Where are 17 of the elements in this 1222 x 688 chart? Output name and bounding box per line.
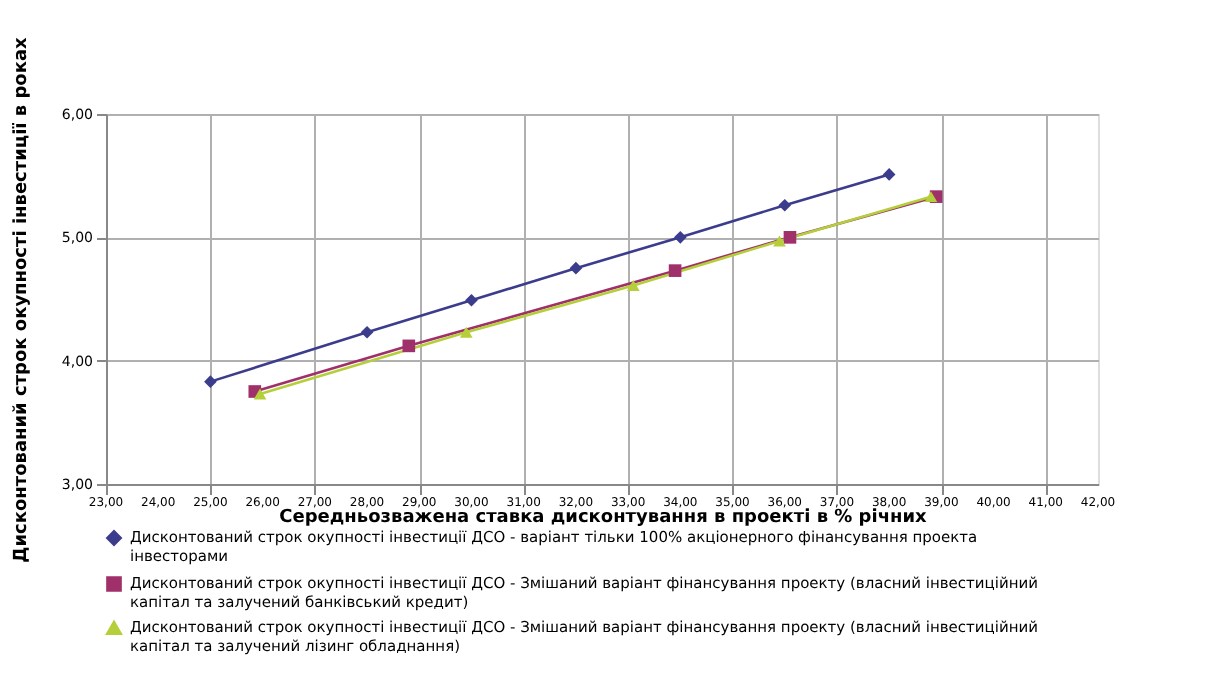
point — [773, 235, 786, 247]
x-axis-title: Середньозважена ставка дисконтування в проекті в % річних — [279, 508, 928, 528]
point — [627, 279, 640, 291]
point — [360, 325, 374, 339]
point — [204, 375, 217, 388]
point — [882, 168, 896, 181]
point — [253, 388, 267, 400]
point — [465, 293, 478, 307]
point — [778, 198, 792, 212]
point — [924, 191, 938, 203]
point — [569, 261, 583, 275]
point — [459, 326, 473, 338]
point — [402, 339, 416, 353]
point — [668, 264, 682, 277]
point — [673, 231, 687, 244]
y-axis-title: Дисконтований строк окупності інвестиції в роках — [11, 36, 32, 563]
point — [783, 231, 797, 244]
